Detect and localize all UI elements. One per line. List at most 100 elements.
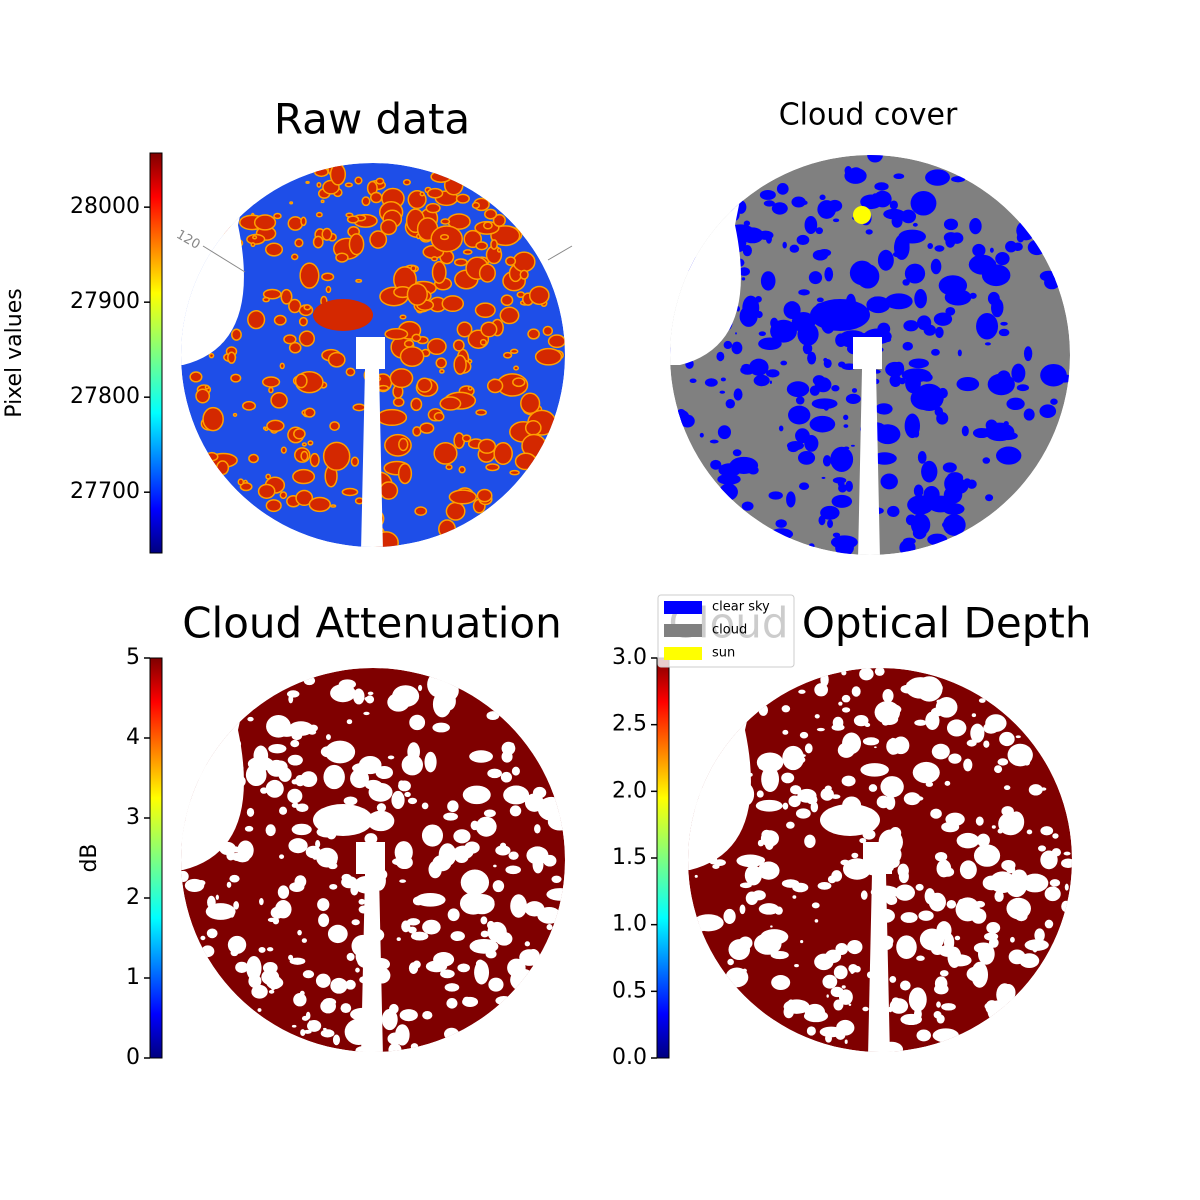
sky-blob: [802, 200, 808, 205]
sky-blob: [874, 746, 877, 749]
sky-blob: [997, 828, 1003, 834]
sky-blob: [877, 249, 894, 271]
sky-blob: [327, 924, 348, 944]
sky-blob: [488, 977, 504, 992]
sky-blob: [411, 333, 422, 343]
sky-blob: [795, 808, 811, 819]
sky-blob: [290, 253, 299, 261]
sky-blob: [1027, 239, 1046, 256]
sky-blob: [811, 902, 820, 909]
sky-blob: [1023, 346, 1033, 362]
sky-blob: [303, 1029, 312, 1034]
sky-blob: [253, 745, 269, 767]
sky-blob: [884, 795, 896, 810]
panel-title: Cloud Attenuation: [182, 599, 562, 648]
sky-blob: [430, 170, 452, 183]
sky-blob: [973, 907, 982, 912]
sky-blob: [934, 406, 944, 417]
sky-blob: [202, 406, 224, 432]
sky-blob: [925, 711, 940, 730]
tick-label: 4: [126, 725, 140, 750]
sky-blob: [308, 1020, 312, 1023]
sky-blob: [279, 362, 285, 370]
sky-blob: [1034, 928, 1045, 943]
sky-blob: [287, 754, 303, 766]
tick-label: 3: [126, 805, 140, 830]
sky-blob: [320, 746, 335, 758]
sky-blob: [998, 328, 1010, 337]
sky-blob: [1040, 826, 1054, 836]
sky-blob: [305, 180, 310, 185]
sky-blob: [341, 487, 359, 497]
sky-blob: [853, 715, 869, 727]
sky-blob: [954, 935, 961, 941]
sky-blob: [346, 719, 353, 725]
sky-blob: [403, 339, 415, 348]
sky-blob: [912, 222, 918, 227]
sky-blob: [823, 358, 832, 369]
sky-blob: [262, 426, 267, 431]
sky-blob: [976, 833, 990, 847]
sky-blob: [874, 668, 885, 676]
sky-blob: [995, 252, 1010, 266]
sky-blob: [431, 256, 438, 262]
sky-blob: [752, 890, 766, 901]
sky-blob: [303, 407, 316, 418]
sky-blob: [985, 494, 994, 502]
legend-label: clear sky: [712, 600, 770, 615]
pole: [356, 842, 385, 1052]
sky-blob: [514, 452, 537, 471]
sky-blob: [917, 451, 927, 464]
sky-blob: [791, 196, 806, 208]
sky-blob: [375, 177, 385, 185]
sky-blob: [227, 935, 247, 954]
tick-label: 27700: [70, 479, 140, 504]
sky-blob: [743, 220, 751, 227]
sky-blob: [930, 258, 942, 275]
sky-blob: [415, 893, 446, 907]
sky-blob: [786, 821, 795, 829]
sky-blob: [286, 690, 300, 698]
sky-blob: [680, 414, 695, 428]
sky-blob: [770, 528, 794, 540]
sky-blob: [208, 352, 215, 359]
sky-blob: [287, 216, 304, 231]
sky-blob: [841, 694, 851, 703]
sky-blob: [824, 267, 834, 282]
sky-blob: [439, 368, 445, 374]
sky-blob: [407, 742, 420, 762]
colorbar: [149, 152, 163, 554]
sky-blob: [487, 768, 502, 779]
sky-blob: [389, 368, 414, 389]
sky-blob: [313, 299, 373, 331]
sky-blob: [896, 935, 917, 960]
sky-blob: [847, 939, 863, 955]
sky-blob: [278, 767, 292, 782]
sky-blob: [985, 1000, 999, 1015]
sky-blob: [930, 683, 943, 694]
sky-blob: [783, 1005, 794, 1019]
sky-blob: [320, 999, 336, 1014]
sky-blob: [889, 826, 902, 839]
sky-blob: [505, 865, 521, 875]
sky-blob: [798, 482, 810, 491]
sky-blob: [710, 459, 722, 470]
colorbar-label: Pixel values: [2, 288, 27, 417]
sky-blob: [947, 946, 962, 968]
sky-blob: [268, 989, 275, 994]
sky-blob: [1052, 833, 1059, 839]
sky-blob: [1028, 784, 1043, 796]
sky-blob: [288, 838, 308, 854]
sky-blob: [925, 169, 950, 186]
sky-blob: [201, 945, 215, 958]
sky-blob: [295, 489, 314, 507]
sky-blob: [367, 810, 395, 832]
sky-blob: [941, 1003, 956, 1011]
sky-blob: [735, 332, 737, 335]
sky-blob: [782, 745, 805, 771]
sky-blob: [399, 314, 407, 320]
sky-blob: [262, 296, 270, 303]
sky-blob: [798, 689, 806, 694]
sky-blob: [195, 388, 211, 404]
sky-blob: [824, 785, 832, 791]
